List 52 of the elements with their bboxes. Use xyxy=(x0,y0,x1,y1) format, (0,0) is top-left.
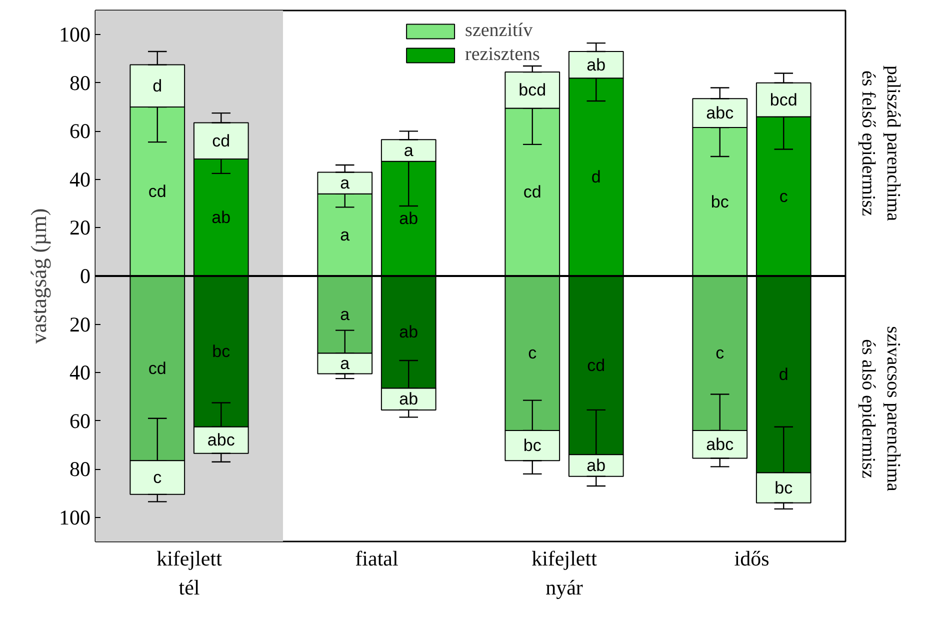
y-tick-label: 60 xyxy=(70,408,90,433)
data-label: d xyxy=(778,364,788,384)
data-label: a xyxy=(340,225,350,244)
data-label: bc xyxy=(774,478,794,498)
data-label: cd xyxy=(148,358,166,378)
y-tick-label: 80 xyxy=(70,457,90,482)
y-tick-label: 80 xyxy=(70,70,90,95)
data-label: abc xyxy=(706,434,734,454)
data-label: a xyxy=(340,174,350,193)
data-label: c xyxy=(716,344,725,363)
y-tick-label: 40 xyxy=(70,360,90,385)
y-tick-label: 100 xyxy=(59,505,90,530)
data-label: d xyxy=(152,76,162,96)
data-label: bcd xyxy=(518,80,546,100)
data-label: cd xyxy=(148,182,166,202)
data-label: ab xyxy=(399,209,418,228)
y-tick-label: 0 xyxy=(80,264,90,288)
data-label: a xyxy=(404,140,414,160)
y-tick-label: 20 xyxy=(70,216,90,240)
legend-label: rezisztens xyxy=(465,44,540,66)
data-label: c xyxy=(153,468,162,488)
data-label: ab xyxy=(399,322,418,342)
data-label: bcd xyxy=(770,90,798,110)
y-axis-title: vastagság (µm) xyxy=(26,208,51,344)
data-label: bc xyxy=(523,436,542,456)
data-label: c xyxy=(528,344,538,363)
data-label: a xyxy=(340,305,350,324)
legend-label: szenzitív xyxy=(465,20,533,42)
data-label: ab xyxy=(399,390,418,409)
y-tick-label: 40 xyxy=(70,167,90,192)
x-tick-label: kifejlett nyár xyxy=(532,546,598,600)
data-label: abc xyxy=(706,104,734,123)
data-label: a xyxy=(340,354,350,373)
data-label: bc xyxy=(212,342,231,361)
y-tick-label: 60 xyxy=(70,119,90,144)
x-tick-label: fiatal xyxy=(355,546,398,570)
x-tick-label: kifejlett tél xyxy=(156,546,222,600)
y-tick-label: 100 xyxy=(59,22,90,47)
data-label: abc xyxy=(207,430,236,450)
data-label: d xyxy=(591,168,601,187)
data-label: ab xyxy=(212,208,231,227)
data-label: ab xyxy=(586,55,606,74)
data-label: cd xyxy=(212,131,230,150)
data-label: bc xyxy=(710,192,730,212)
data-label: ab xyxy=(586,456,606,475)
data-label: cd xyxy=(523,182,542,202)
data-label: c xyxy=(779,186,788,206)
data-label: cd xyxy=(587,356,606,375)
text: szivacsos parenchima és alsó epidermisz xyxy=(858,326,904,492)
text: paliszád parenchima és felső epidermisz xyxy=(858,65,904,222)
x-tick-label: idős xyxy=(734,546,770,570)
y-tick-label: 20 xyxy=(70,312,90,336)
